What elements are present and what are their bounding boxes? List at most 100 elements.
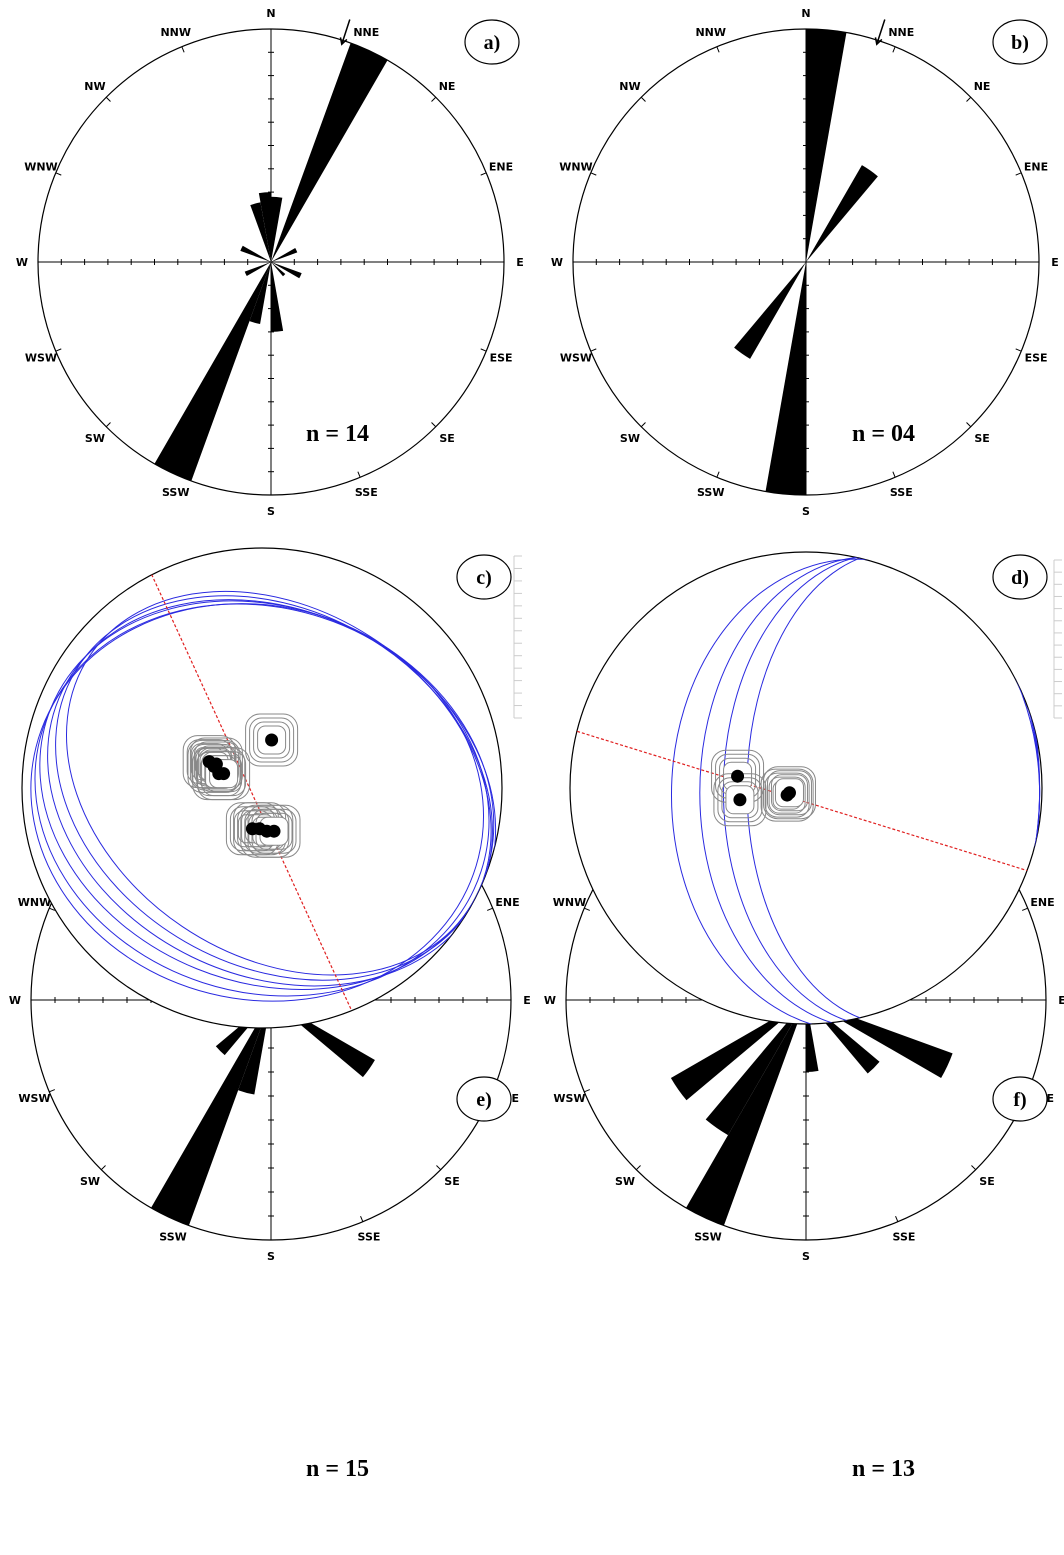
density-contour [253,721,291,759]
rim-tick [181,46,185,53]
great-circle [66,590,492,976]
direction-label: ENE [489,161,513,174]
direction-label: SSE [358,1231,381,1244]
trend-arrow-head [339,37,348,46]
rim-tick [971,1165,977,1171]
direction-label: S [267,1250,275,1263]
pole-point [731,769,745,783]
rim-tick [640,422,646,428]
direction-label: SW [615,1175,635,1188]
direction-label: W [9,994,21,1007]
rose-petal [734,262,806,359]
pole-point [733,793,747,807]
direction-label: ENE [1024,161,1048,174]
rose-petal [271,43,388,262]
direction-label: W [16,256,28,269]
rim-tick [640,96,646,102]
rim-tick [584,1089,591,1093]
rose-diagram-b: N NNE NE ENE E ESE SE SSE S SSW SW WSW W WNW NW NNW b) n … [551,7,1059,518]
direction-label: SSE [893,1231,916,1244]
rose-petal [258,192,271,262]
rose-petal [271,262,284,332]
sample-count-label: n = 13 [852,1456,915,1482]
panel-label: b) [1011,32,1029,54]
rim-tick [635,1165,641,1171]
panel-label-badge [992,554,1048,600]
rim-tick [480,348,487,352]
rim-tick [895,1215,899,1222]
density-contour [197,747,251,801]
rim-tick [480,172,487,176]
density-contour [187,739,241,793]
direction-label: NW [84,80,105,93]
direction-label: NNW [695,26,726,39]
panel-label: c) [476,567,492,589]
direction-label: WNW [18,896,51,909]
rim-tick [584,907,591,911]
panel-label-badge [456,1076,512,1122]
panel-label-badge [464,19,520,65]
rim-tick [716,471,720,478]
density-contour [201,751,247,797]
stereonet-c: c) [21,547,522,1029]
rim-tick [357,471,361,478]
rim-tick [590,172,597,176]
direction-label: SW [620,432,640,445]
rose-petal [244,262,271,276]
direction-label: SW [80,1175,100,1188]
rim-tick [436,1165,442,1171]
rose-diagram-a: N NNE NE ENE E ESE SE SSE S SSW SW WSW W WNW NW NNW a) n … [16,7,524,518]
direction-label: WSW [560,351,592,364]
direction-label: NNE [888,26,914,39]
panel-label: e) [476,1089,492,1111]
pole-point [217,767,231,781]
density-contour [766,770,812,816]
rose-petal [765,262,806,495]
rose-petal [250,202,271,262]
direction-label: SE [979,1175,994,1188]
rim-tick [1015,172,1022,176]
rose-petal [806,29,847,262]
panel-label-badge [992,1076,1048,1122]
rim-tick [105,96,111,102]
rose-petal [670,1000,806,1101]
rim-tick [966,96,972,102]
rose-petal [240,245,271,262]
rose-petal [686,1000,806,1226]
direction-label: S [802,505,810,518]
direction-label: SSW [694,1231,721,1244]
sample-count-label: n = 04 [852,421,915,447]
direction-label: E [516,256,524,269]
direction-label: ENE [1030,896,1054,909]
rim-tick [966,422,972,428]
rose-petal [154,262,271,481]
direction-label: SE [974,432,989,445]
direction-label: ENE [495,896,519,909]
rim-tick [590,348,597,352]
density-contour [205,755,243,793]
direction-label: NE [439,80,456,93]
direction-label: NW [619,80,640,93]
rose-petal [705,1000,806,1136]
direction-label: SE [444,1175,459,1188]
stereonet-d: d) [569,551,1062,1025]
direction-label: E [523,994,531,1007]
panel-label: d) [1011,567,1029,589]
density-contour [249,717,295,763]
direction-label: NNW [160,26,191,39]
sample-count-label: n = 14 [306,421,369,447]
rim-tick [100,1165,106,1171]
density-contour [760,768,814,822]
rim-tick [49,1089,56,1093]
rim-tick [892,46,896,53]
direction-label: SSW [162,486,189,499]
rim-tick [105,422,111,428]
rim-tick [55,172,62,176]
sample-count-label: n = 15 [306,1456,369,1482]
direction-label: SE [439,432,454,445]
direction-label: WSW [553,1092,585,1105]
rose-petal [271,196,283,262]
stereonet-primitive-circle [569,551,1043,1025]
rose-petal [249,262,271,324]
panel-label: f) [1013,1089,1026,1111]
